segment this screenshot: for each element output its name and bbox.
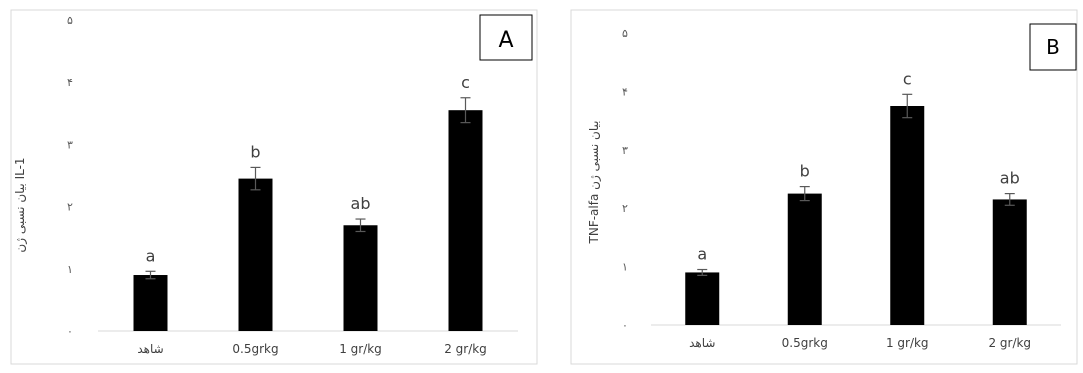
chart-b-x-tick-label: 2 gr/kg bbox=[988, 336, 1031, 350]
chart-a-ylabel: بیان نسبی ژن IL-1 bbox=[13, 157, 28, 252]
panel-b-label: B bbox=[1046, 35, 1060, 59]
chart-b-frame bbox=[570, 9, 1078, 365]
chart-panel-a: A بیان نسبی ژن IL-1 ۰ ۱ ۲ ۳ ۴ ۵ a شاهد b 0.5grkg a… bbox=[0, 0, 545, 369]
chart-a-x-tick-label: 1 gr/kg bbox=[339, 342, 382, 356]
chart-a-y-tick-label: ۵ bbox=[67, 14, 73, 27]
chart-a-y-tick-label: ۲ bbox=[67, 201, 73, 214]
chart-b-bar bbox=[787, 193, 822, 325]
chart-a-y-tick-label: ۰ bbox=[67, 325, 73, 338]
chart-a-y-tick-label: ۳ bbox=[67, 138, 73, 151]
chart-b-sig-label: b bbox=[800, 162, 810, 181]
chart-b-y-tick-label: ۰ bbox=[622, 319, 628, 332]
chart-b-y-tick-label: ۵ bbox=[622, 27, 628, 40]
chart-b-x-tick-label: 1 gr/kg bbox=[886, 336, 929, 350]
chart-a-bar bbox=[343, 225, 378, 331]
chart-panel-b: B TNF-alfa بیان نسبی ژن ۰ ۱ ۲ ۳ ۴ ۵ a شاهد b 0.5g… bbox=[560, 0, 1083, 369]
chart-a-x-tick-label: شاهد bbox=[137, 342, 163, 356]
chart-b-sig-label: c bbox=[903, 69, 912, 88]
chart-a-x-tick-label: 0.5grkg bbox=[232, 342, 278, 356]
chart-a-y-tick-label: ۱ bbox=[67, 263, 73, 276]
chart-a-sig-label: a bbox=[146, 246, 156, 265]
chart-b-y-tick-label: ۱ bbox=[622, 261, 628, 274]
panel-a-label-box bbox=[479, 14, 533, 61]
chart-a-bar bbox=[448, 110, 483, 331]
chart-b-ylabel: TNF-alfa بیان نسبی ژن bbox=[587, 121, 602, 245]
chart-a-bar bbox=[238, 178, 273, 331]
chart-b-x-tick-label: شاهد bbox=[689, 336, 715, 350]
chart-a-bar bbox=[133, 275, 168, 331]
chart-a-sig-label: ab bbox=[351, 194, 371, 213]
chart-a-x-tick-label: 2 gr/kg bbox=[444, 342, 487, 356]
panel-b-label-box bbox=[1029, 23, 1077, 71]
chart-b-x-tick-label: 0.5grkg bbox=[782, 336, 828, 350]
chart-b-bar bbox=[992, 199, 1027, 325]
chart-b-bar bbox=[890, 106, 925, 325]
panel-a-label: A bbox=[498, 28, 513, 53]
chart-b-y-tick-label: ۳ bbox=[622, 144, 628, 157]
chart-b-y-tick-label: ۲ bbox=[622, 202, 628, 215]
chart-a-sig-label: c bbox=[461, 73, 470, 92]
chart-b-bar bbox=[685, 272, 720, 325]
chart-a-sig-label: b bbox=[250, 142, 260, 161]
chart-b-svg: B TNF-alfa بیان نسبی ژن ۰ ۱ ۲ ۳ ۴ ۵ a شاهد b 0.5g… bbox=[570, 9, 1078, 365]
chart-b-sig-label: a bbox=[697, 245, 707, 264]
chart-a-svg: A بیان نسبی ژن IL-1 ۰ ۱ ۲ ۳ ۴ ۵ a شاهد b 0.5grkg a… bbox=[10, 9, 538, 365]
chart-b-y-tick-label: ۴ bbox=[622, 85, 628, 98]
chart-a-y-tick-label: ۴ bbox=[67, 76, 73, 89]
chart-b-sig-label: ab bbox=[1000, 169, 1020, 188]
